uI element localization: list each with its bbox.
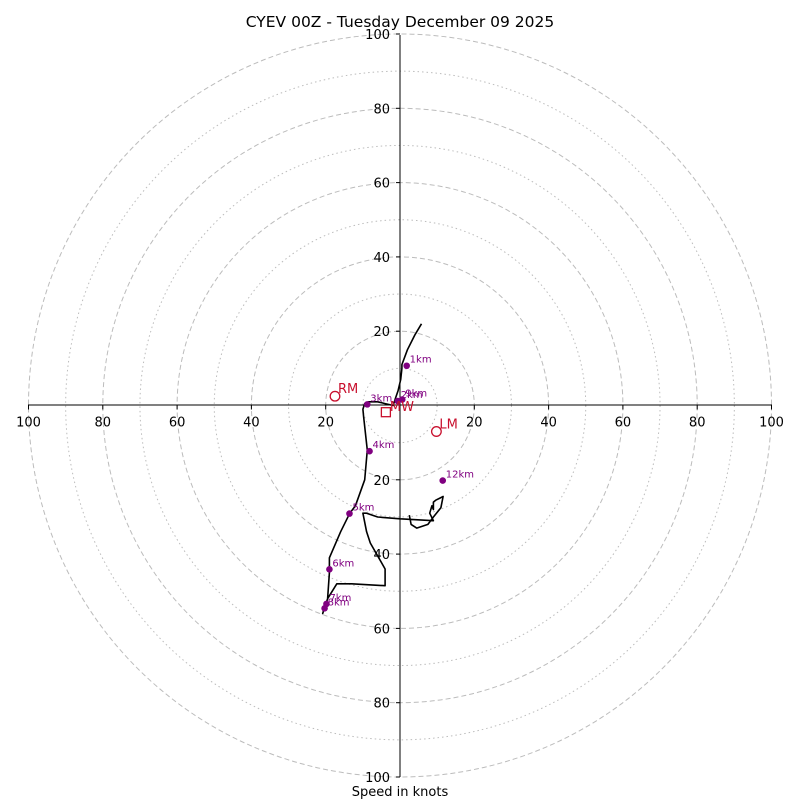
y-tick-label: 80 [373,102,390,117]
storm-motion-markers: RM LM MW [329,382,458,437]
y-tick-label: 80 [373,697,390,712]
height-marker-1km [403,362,410,370]
height-label-12km: 12km [446,470,474,481]
storm-label-mw: MW [390,400,414,415]
y-tick-label: 40 [373,548,390,563]
height-marker-12km [439,477,447,484]
x-tick-label: 100 [16,416,41,431]
height-marker-5km [346,510,353,517]
y-tick-label: 40 [373,251,390,266]
height-label-8km: 8km [328,597,350,608]
storm-label-lm: LM [439,418,457,433]
height-marker-4km [366,447,373,455]
storm-marker-rm [329,390,341,402]
x-axis-label: Speed in knots [352,785,449,800]
height-label-4km: 4km [373,440,395,451]
storm-label-rm: RM [338,382,358,397]
axis-ticks: 100 80 60 40 20 20 40 60 80 100 100 80 60 40 20 20 40 60 8… [16,28,784,786]
height-marker-3km [364,401,371,408]
storm-marker-lm [430,426,442,437]
x-tick-label: 80 [95,416,112,431]
x-tick-label: 100 [759,416,784,431]
y-tick-label: 60 [373,622,390,637]
height-marker-9km [398,396,406,403]
height-marker-6km [326,566,333,573]
x-tick-label: 40 [540,416,557,431]
x-tick-label: 60 [169,416,186,431]
height-label-1km: 1km [410,355,432,366]
x-tick-label: 20 [317,416,334,431]
y-tick-label: 100 [365,28,390,43]
height-label-5km: 5km [352,503,374,514]
height-marker-8km [321,605,328,612]
y-tick-label: 100 [365,771,390,786]
storm-marker-mw [380,407,392,418]
height-label-9km: 9km [405,389,427,400]
y-tick-label: 20 [373,325,390,340]
x-tick-label: 40 [243,416,260,431]
x-tick-label: 60 [615,416,632,431]
y-tick-label: 60 [373,177,390,192]
height-label-3km: 3km [370,393,392,404]
chart-title: CYEV 00Z - Tuesday December 09 2025 [246,13,555,31]
x-tick-label: 20 [466,416,483,431]
height-label-6km: 6km [332,558,354,569]
x-tick-label: 80 [689,416,706,431]
y-tick-label: 20 [373,474,390,489]
height-label-2km: 2km [401,390,423,401]
axes [28,35,772,777]
height-label-7km: 7km [329,593,351,604]
